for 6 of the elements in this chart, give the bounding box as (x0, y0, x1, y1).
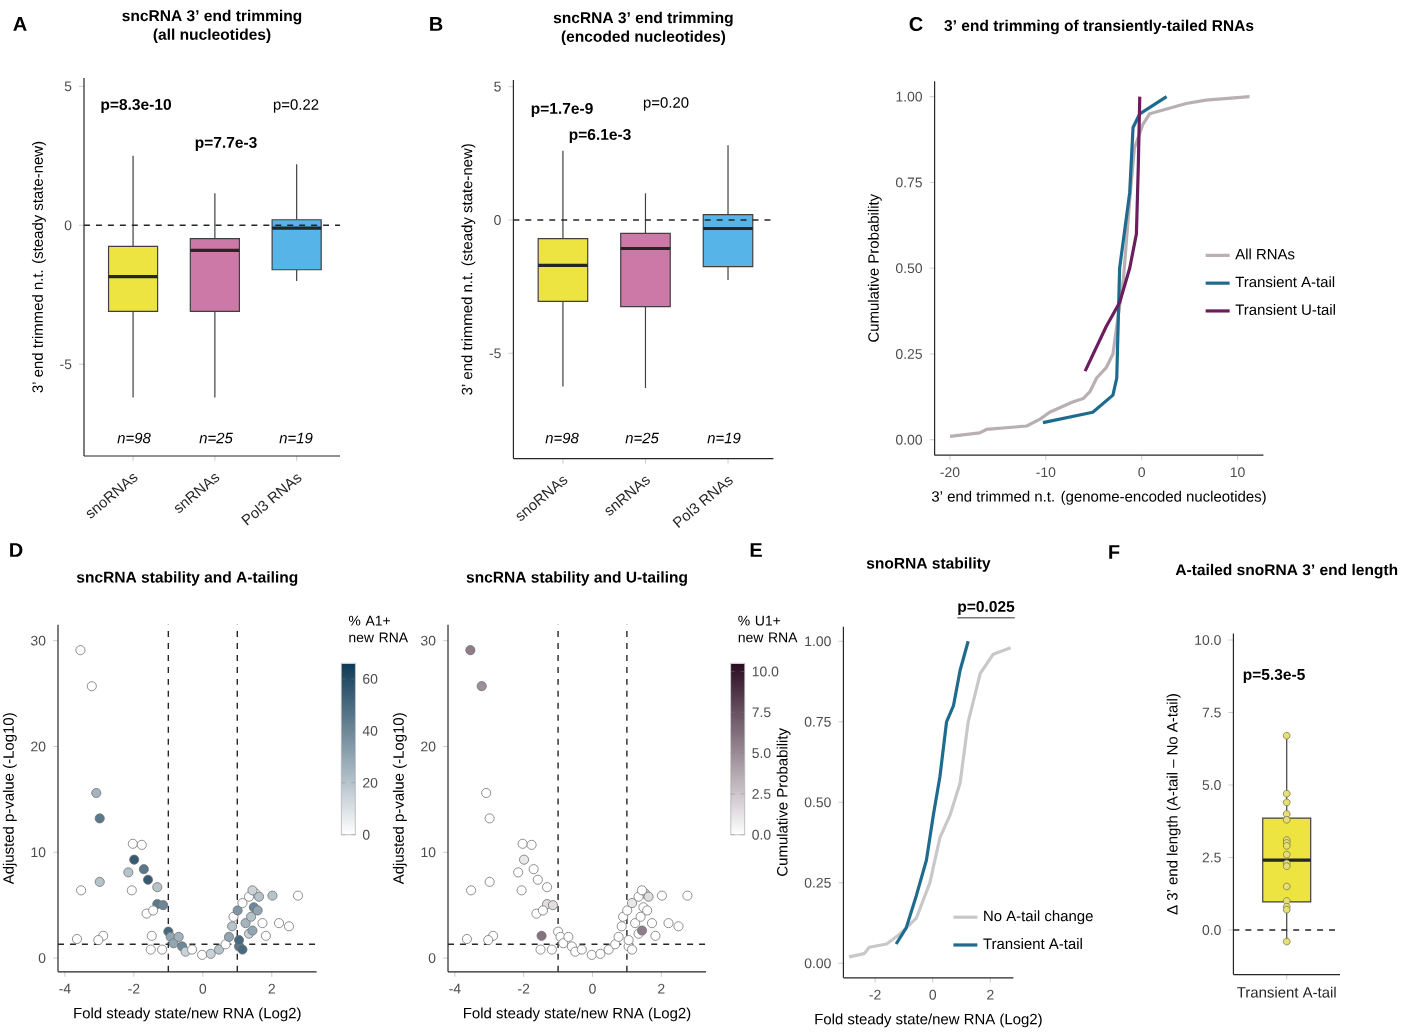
text: B (430, 17, 443, 31)
text: E (750, 543, 762, 557)
text: D (10, 543, 23, 557)
text: A (13, 17, 27, 31)
text: F (1109, 545, 1120, 559)
text: C (909, 16, 923, 32)
